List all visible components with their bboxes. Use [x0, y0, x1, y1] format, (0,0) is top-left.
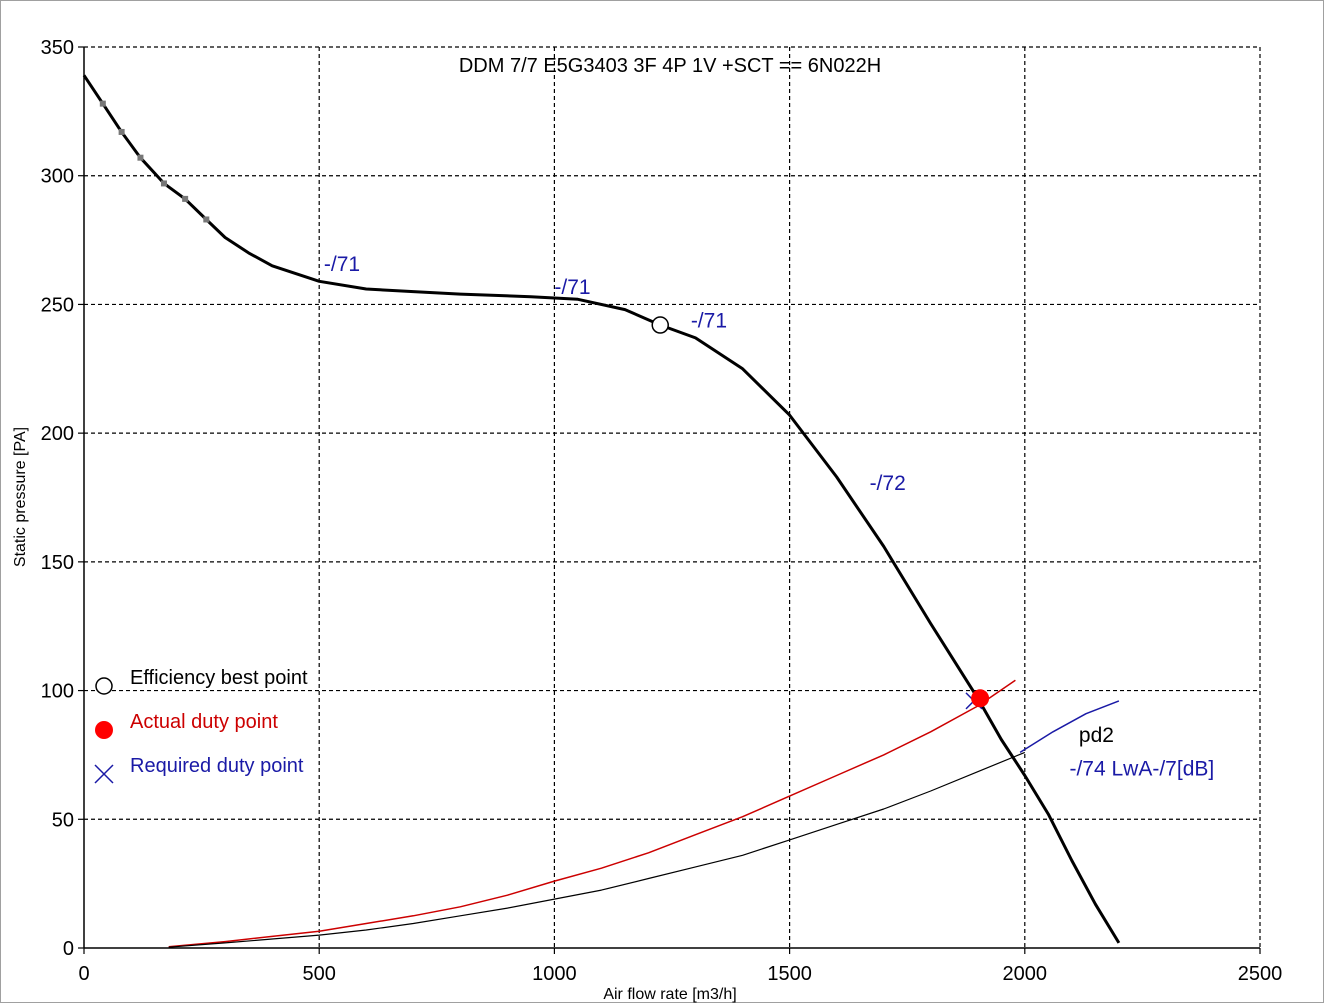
- curve-label: -/74 LwA-/7[dB]: [1069, 758, 1214, 781]
- axes: [83, 47, 1260, 949]
- curve-annotation: -/71: [691, 310, 727, 333]
- annotations: -/71 -/71 -/71 -/72 pd2 -/74 LwA-/7[dB]: [324, 253, 1214, 781]
- y-axis-title: Static pressure [PA]: [12, 427, 29, 567]
- legend-actual-marker: [95, 721, 113, 739]
- actual-duty-point: [971, 689, 990, 708]
- pd2-curve-line: [1019, 700, 1120, 754]
- legend-label: Efficiency best point: [130, 667, 308, 689]
- grid: [84, 46, 1261, 948]
- curve-point: [160, 180, 167, 187]
- y-tick-label: 250: [41, 294, 74, 316]
- legend-label: Required duty point: [130, 755, 304, 777]
- curve-annotation: -/72: [870, 472, 906, 495]
- curve-label: pd2: [1079, 724, 1114, 747]
- efficiency-best-point: [651, 316, 669, 334]
- curve-point: [203, 216, 210, 223]
- x-tick-label: 1500: [767, 963, 812, 985]
- y-tick-label: 200: [41, 423, 74, 445]
- fan-curve-line: [82, 74, 1121, 944]
- curve-point: [118, 128, 125, 135]
- curve-annotation: -/71: [554, 276, 590, 299]
- series: [82, 74, 1121, 948]
- y-tick-label: 350: [41, 37, 74, 59]
- curve-point: [137, 154, 144, 161]
- system-curve-line: [168, 751, 1026, 948]
- legend-required-marker: [94, 764, 114, 784]
- x-tick-label: 1000: [532, 963, 577, 985]
- tick-labels: 0 500 1000 1500 2000 2500 0 50 100 150 200 250 300 35…: [41, 37, 1283, 985]
- markers: [99, 100, 990, 710]
- x-axis-title: Air flow rate [m3/h]: [603, 986, 736, 1003]
- y-tick-label: 300: [41, 166, 74, 188]
- x-tick-label: 500: [303, 963, 336, 985]
- curve-annotation: -/71: [324, 253, 360, 276]
- legend-efficiency-marker: [95, 677, 113, 695]
- curve-point: [182, 195, 189, 202]
- curve-point: [99, 100, 106, 107]
- x-tick-label: 2000: [1003, 963, 1048, 985]
- system-curve-actual-line: [168, 679, 1016, 948]
- legend: Efficiency best point Actual duty point Re…: [94, 667, 308, 784]
- y-tick-label: 150: [41, 552, 74, 574]
- y-tick-label: 50: [52, 809, 74, 831]
- x-tick-label: 2500: [1238, 963, 1283, 985]
- x-tick-label: 0: [78, 963, 89, 985]
- y-tick-label: 0: [63, 938, 74, 960]
- legend-label: Actual duty point: [130, 711, 278, 733]
- y-tick-label: 100: [41, 681, 74, 703]
- chart-title: DDM 7/7 E5G3403 3F 4P 1V +SCT == 6N022H: [459, 55, 881, 77]
